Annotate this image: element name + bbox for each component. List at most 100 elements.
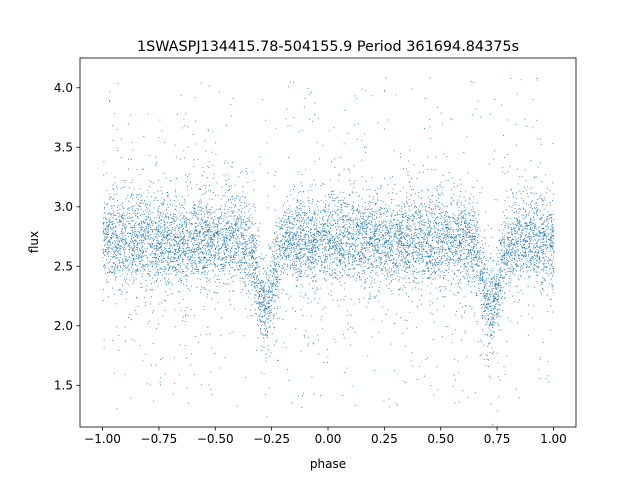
data-point bbox=[221, 213, 222, 215]
data-point bbox=[472, 259, 474, 261]
data-point bbox=[340, 211, 341, 213]
data-point bbox=[168, 255, 170, 257]
data-point bbox=[372, 218, 374, 220]
data-point bbox=[479, 254, 481, 255]
data-point bbox=[247, 277, 249, 279]
data-point bbox=[393, 224, 395, 226]
data-point bbox=[362, 245, 364, 247]
data-point bbox=[415, 287, 417, 289]
data-point bbox=[334, 249, 336, 250]
data-point bbox=[400, 255, 402, 257]
data-point bbox=[327, 220, 328, 222]
data-point bbox=[552, 228, 554, 229]
data-point bbox=[542, 257, 544, 259]
data-point bbox=[318, 230, 319, 232]
data-point bbox=[428, 196, 429, 198]
data-point bbox=[274, 264, 275, 266]
data-point bbox=[210, 218, 212, 219]
data-point bbox=[153, 233, 155, 235]
data-point bbox=[154, 263, 156, 265]
data-point bbox=[456, 250, 458, 252]
data-point bbox=[128, 268, 130, 270]
data-point bbox=[299, 213, 301, 215]
data-point bbox=[296, 243, 298, 245]
data-point bbox=[421, 242, 422, 244]
data-point bbox=[333, 244, 335, 246]
data-point bbox=[471, 249, 473, 251]
data-point bbox=[468, 245, 470, 246]
data-point bbox=[203, 268, 204, 270]
data-point bbox=[396, 219, 398, 221]
data-point bbox=[179, 263, 181, 264]
data-point bbox=[549, 267, 551, 269]
data-point bbox=[183, 243, 185, 244]
data-point bbox=[138, 226, 140, 228]
data-point bbox=[145, 218, 147, 220]
data-point bbox=[474, 235, 476, 237]
data-point bbox=[294, 269, 296, 271]
data-point bbox=[195, 269, 197, 270]
data-point bbox=[141, 229, 142, 231]
data-point bbox=[458, 222, 460, 224]
data-point bbox=[184, 113, 186, 115]
data-point bbox=[406, 240, 408, 242]
data-point bbox=[286, 229, 288, 231]
data-point bbox=[341, 256, 343, 258]
data-point bbox=[169, 267, 170, 268]
data-point bbox=[294, 185, 295, 187]
data-point bbox=[120, 251, 122, 253]
data-point bbox=[549, 250, 551, 252]
data-point bbox=[287, 247, 289, 249]
data-point bbox=[520, 276, 522, 278]
data-point bbox=[194, 210, 196, 212]
data-point bbox=[232, 275, 234, 277]
data-point bbox=[192, 267, 194, 269]
data-point bbox=[450, 217, 452, 219]
data-point bbox=[269, 248, 271, 249]
data-point bbox=[208, 161, 210, 163]
data-point bbox=[181, 247, 183, 249]
data-point bbox=[366, 146, 367, 148]
data-point bbox=[192, 217, 193, 219]
data-point bbox=[345, 266, 347, 268]
data-point bbox=[265, 334, 266, 336]
data-point bbox=[455, 250, 457, 252]
data-point bbox=[388, 240, 390, 242]
data-point bbox=[518, 397, 520, 399]
data-point bbox=[286, 219, 288, 221]
data-point bbox=[240, 211, 242, 212]
data-point bbox=[189, 218, 191, 220]
data-point bbox=[475, 258, 477, 260]
data-point bbox=[440, 263, 442, 265]
data-point bbox=[305, 295, 307, 296]
data-point bbox=[441, 191, 443, 193]
data-point bbox=[276, 236, 278, 238]
data-point bbox=[291, 211, 293, 212]
data-point bbox=[180, 212, 182, 214]
data-point bbox=[370, 238, 372, 240]
data-point bbox=[209, 264, 211, 265]
data-point bbox=[429, 232, 431, 233]
data-point bbox=[462, 211, 464, 213]
data-point bbox=[121, 239, 122, 241]
data-point bbox=[428, 257, 430, 258]
data-point bbox=[534, 287, 535, 288]
data-point bbox=[425, 239, 427, 241]
data-point bbox=[300, 236, 302, 237]
data-point bbox=[488, 375, 490, 377]
data-point bbox=[483, 344, 485, 346]
data-point bbox=[539, 246, 541, 247]
data-point bbox=[265, 299, 266, 301]
data-point bbox=[142, 264, 144, 265]
data-point bbox=[209, 257, 211, 258]
data-point bbox=[148, 232, 150, 234]
data-point bbox=[443, 205, 445, 207]
data-point bbox=[449, 258, 451, 260]
data-point bbox=[551, 240, 553, 242]
data-point bbox=[220, 205, 222, 207]
data-point bbox=[278, 278, 280, 280]
data-point bbox=[361, 234, 363, 236]
data-point bbox=[139, 345, 141, 346]
data-point bbox=[500, 266, 502, 268]
data-point bbox=[307, 251, 309, 253]
